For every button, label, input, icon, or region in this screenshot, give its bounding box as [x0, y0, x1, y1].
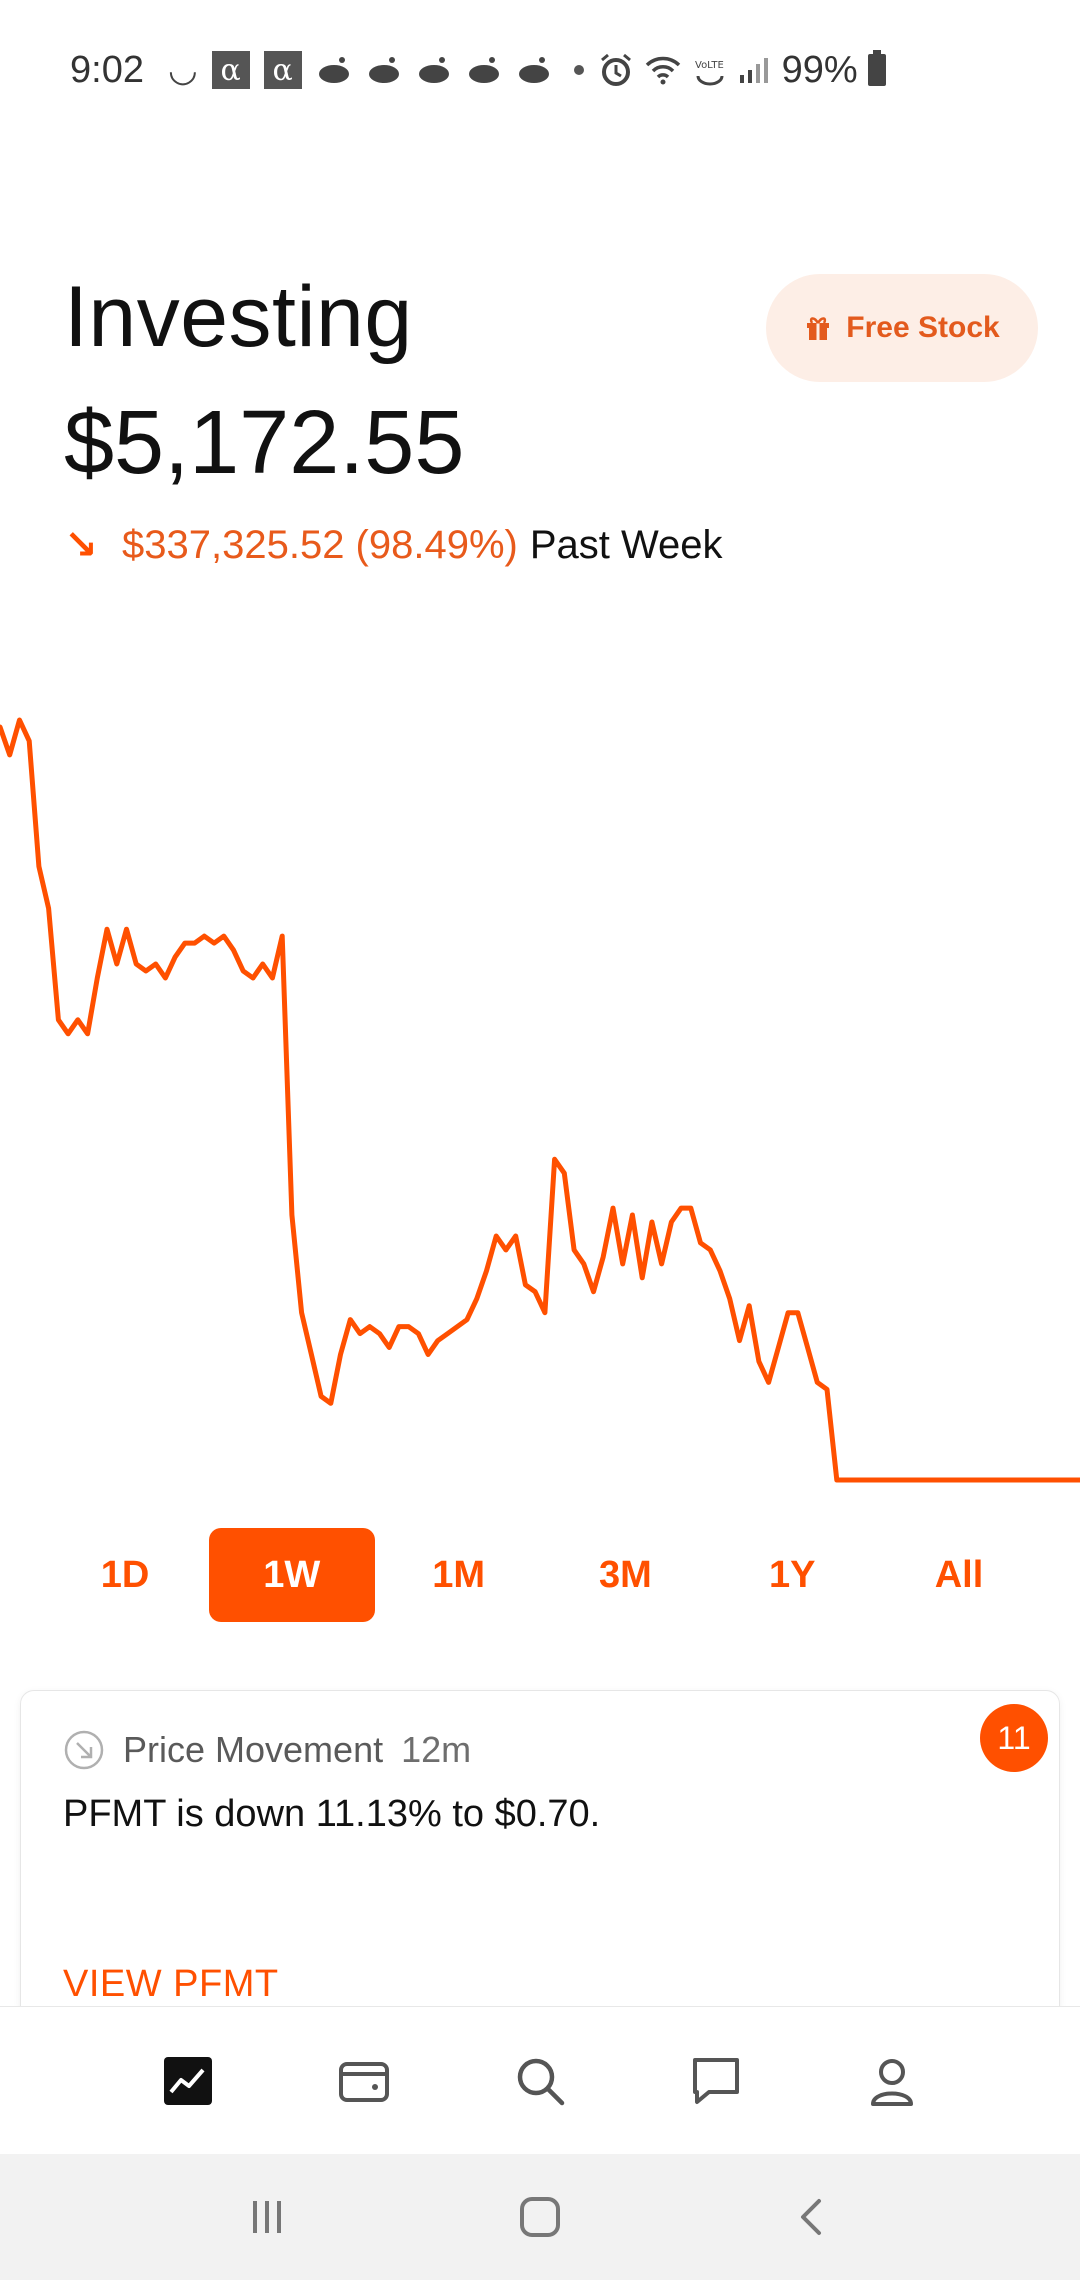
notification-time: 12m — [401, 1729, 472, 1770]
notification-message: PFMT is down 11.13% to $0.70. — [63, 1793, 601, 1835]
nav-investing[interactable] — [148, 2041, 228, 2121]
alarm-icon — [600, 53, 631, 86]
range-tabs: 1D 1W 1M 3M 1Y All — [42, 1528, 1042, 1622]
alpha-icon: α — [211, 51, 250, 89]
search-icon — [517, 2058, 565, 2105]
recents-button[interactable] — [227, 2177, 307, 2257]
nav-search[interactable] — [500, 2041, 580, 2121]
chart-icon — [164, 2056, 212, 2105]
status-time: 9:02 — [70, 48, 144, 91]
notification-card[interactable]: Price Movement 12m PFMT is down 11.13% t… — [20, 1690, 1060, 2020]
page-title: Investing — [64, 269, 413, 365]
gift-icon — [807, 317, 830, 340]
home-button[interactable] — [500, 2177, 580, 2257]
chart-series-line — [0, 717, 1080, 1483]
status-bar: 9:02 ◡ α α VoLTE 99% — [0, 0, 1080, 140]
free-stock-button[interactable]: Free Stock — [766, 274, 1038, 382]
status-right: VoLTE 99% — [598, 49, 886, 92]
alpha-icon: α — [263, 51, 302, 89]
nav-account[interactable] — [852, 2041, 932, 2121]
card-header: Price Movement 12m — [63, 1729, 471, 1771]
reddit-icon — [518, 57, 549, 83]
system-nav — [0, 2154, 1080, 2280]
home-icon — [519, 2197, 560, 2237]
free-stock-label: Free Stock — [846, 311, 1000, 344]
wallet-icon — [339, 2061, 389, 2102]
reddit-icon — [468, 57, 499, 83]
back-button[interactable] — [773, 2177, 853, 2257]
nav-wallet[interactable] — [324, 2041, 404, 2121]
range-tab-3m[interactable]: 3M — [598, 1553, 652, 1596]
notification-type: Price Movement — [123, 1729, 384, 1770]
battery-percent: 99% — [781, 48, 858, 91]
notification-count-badge: 11 — [980, 1704, 1048, 1772]
profile-icon — [871, 2058, 913, 2106]
range-tab-1d[interactable]: 1D — [100, 1553, 150, 1596]
dot-icon — [573, 65, 584, 75]
portfolio-line-chart[interactable] — [0, 690, 1080, 1510]
status-left: 9:02 ◡ α α — [70, 49, 592, 92]
change-row: ↘ $337,325.52 (98.49%) Past Week — [64, 522, 723, 568]
signal-icon — [739, 58, 768, 83]
battery-icon — [867, 50, 886, 86]
wifi-icon — [645, 56, 680, 85]
change-value: $337,325.52 (98.49%) — [122, 522, 518, 567]
moon-icon: ◡ — [167, 51, 198, 89]
view-pfmt-link[interactable]: VIEW PFMT — [63, 1963, 279, 2005]
message-icon — [693, 2057, 739, 2104]
volte-icon: VoLTE — [695, 60, 724, 86]
recents-icon — [252, 2201, 281, 2233]
arrow-down-right-icon: ↘ — [64, 523, 98, 567]
nav-messages[interactable] — [676, 2041, 756, 2121]
reddit-icon — [318, 57, 349, 83]
change-period: Past Week — [529, 522, 723, 567]
reddit-icon — [418, 57, 449, 83]
arrow-down-right-circle-icon — [64, 1730, 104, 1770]
svg-text:VoLTE: VoLTE — [695, 60, 724, 71]
range-tab-1m[interactable]: 1M — [432, 1553, 485, 1596]
back-icon — [801, 2199, 822, 2235]
bottom-nav — [0, 2006, 1080, 2154]
reddit-icon — [368, 57, 399, 83]
portfolio-balance: $5,172.55 — [64, 393, 465, 493]
range-tab-1y[interactable]: 1Y — [768, 1553, 816, 1596]
range-tab-1w[interactable]: 1W — [208, 1528, 375, 1622]
range-tab-all[interactable]: All — [934, 1553, 984, 1596]
